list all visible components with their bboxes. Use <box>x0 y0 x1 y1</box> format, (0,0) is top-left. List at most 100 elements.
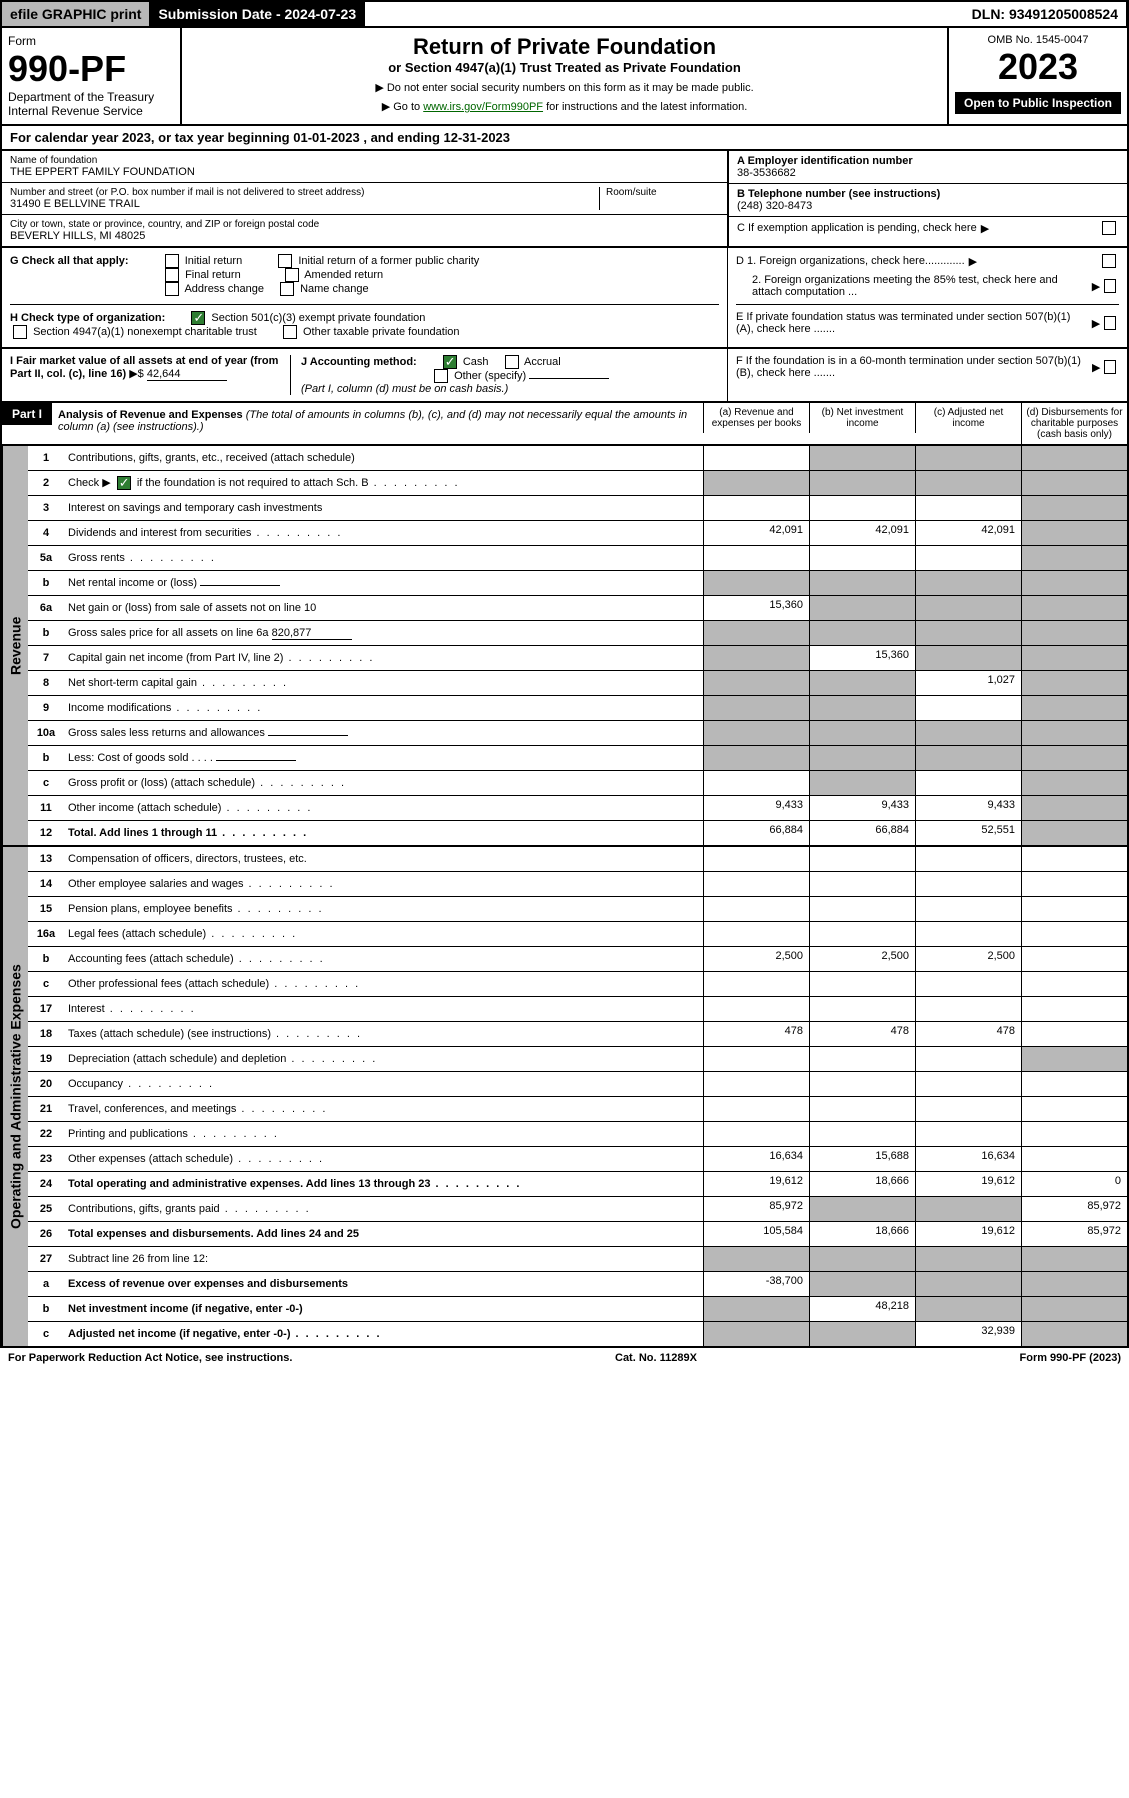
g-opt-amended: Amended return <box>304 269 383 281</box>
g-final-checkbox[interactable] <box>165 268 179 282</box>
form-label: Form <box>8 34 174 48</box>
line-num: 9 <box>28 699 64 717</box>
line-num: 3 <box>28 499 64 517</box>
g-initial-former-checkbox[interactable] <box>278 254 292 268</box>
cal-end: 12-31-2023 <box>444 130 511 145</box>
line-num: 10a <box>28 724 64 742</box>
c-checkbox[interactable] <box>1102 221 1116 235</box>
i-j-block: I Fair market value of all assets at end… <box>0 349 1129 403</box>
city-state-zip: BEVERLY HILLS, MI 48025 <box>10 230 719 242</box>
line6b-val: 820,877 <box>272 627 352 640</box>
col-d-header: (d) Disbursements for charitable purpose… <box>1021 403 1127 444</box>
val-cell: 66,884 <box>809 821 915 845</box>
line-num: 20 <box>28 1075 64 1093</box>
val-cell: 478 <box>809 1022 915 1046</box>
line-num: b <box>28 950 64 968</box>
line-desc: Accounting fees (attach schedule) <box>64 950 703 968</box>
line-num: 17 <box>28 1000 64 1018</box>
g-amended-checkbox[interactable] <box>285 268 299 282</box>
schb-checkbox[interactable] <box>117 476 131 490</box>
line-desc: Gross sales less returns and allowances <box>64 724 703 742</box>
line-desc: Total expenses and disbursements. Add li… <box>64 1225 703 1243</box>
line-num: b <box>28 1300 64 1318</box>
line-num: 26 <box>28 1225 64 1243</box>
e-checkbox[interactable] <box>1104 316 1116 330</box>
col-c-header: (c) Adjusted net income <box>915 403 1021 433</box>
line-desc: Total operating and administrative expen… <box>64 1175 703 1193</box>
addr-label: Number and street (or P.O. box number if… <box>10 187 599 198</box>
val-cell: 15,688 <box>809 1147 915 1171</box>
val-cell: 16,634 <box>915 1147 1021 1171</box>
tel-label: B Telephone number (see instructions) <box>737 188 1119 200</box>
j-cash-checkbox[interactable] <box>443 355 457 369</box>
line-num: 27 <box>28 1250 64 1268</box>
line-num: 1 <box>28 449 64 467</box>
line-desc: Legal fees (attach schedule) <box>64 925 703 943</box>
col-a-header: (a) Revenue and expenses per books <box>703 403 809 433</box>
form-number: 990-PF <box>8 48 174 90</box>
line-desc: Net gain or (loss) from sale of assets n… <box>64 599 703 617</box>
line-num: 25 <box>28 1200 64 1218</box>
h-501c3-checkbox[interactable] <box>191 311 205 325</box>
line-num: 5a <box>28 549 64 567</box>
top-bar: efile GRAPHIC print Submission Date - 20… <box>0 0 1129 28</box>
footer-right: Form 990-PF (2023) <box>1020 1352 1121 1364</box>
note-pre: ▶ Go to <box>382 101 423 113</box>
line-desc: Taxes (attach schedule) (see instruction… <box>64 1025 703 1043</box>
open-public-badge: Open to Public Inspection <box>955 92 1121 114</box>
line-num: 4 <box>28 524 64 542</box>
omb-number: OMB No. 1545-0047 <box>955 34 1121 46</box>
j-other-checkbox[interactable] <box>434 369 448 383</box>
d1-checkbox[interactable] <box>1102 254 1116 268</box>
g-opt-final: Final return <box>185 269 241 281</box>
line-desc: Excess of revenue over expenses and disb… <box>64 1275 703 1293</box>
line-desc: Check ▶ if the foundation is not require… <box>64 473 703 493</box>
val-cell: 15,360 <box>809 646 915 670</box>
g-initial-checkbox[interactable] <box>165 254 179 268</box>
expenses-table: Operating and Administrative Expenses 13… <box>0 847 1129 1348</box>
d2-checkbox[interactable] <box>1104 279 1116 293</box>
line-desc: Compensation of officers, directors, tru… <box>64 850 703 868</box>
line-num: 8 <box>28 674 64 692</box>
line-desc: Other expenses (attach schedule) <box>64 1150 703 1168</box>
ein-value: 38-3536682 <box>737 167 1119 179</box>
efile-button[interactable]: efile GRAPHIC print <box>2 2 150 26</box>
val-cell: 2,500 <box>703 947 809 971</box>
form-title: Return of Private Foundation <box>188 34 941 60</box>
f-checkbox[interactable] <box>1104 360 1116 374</box>
line-num: c <box>28 774 64 792</box>
line-desc: Interest <box>64 1000 703 1018</box>
form990pf-link[interactable]: www.irs.gov/Form990PF <box>423 101 543 113</box>
line-desc: Dividends and interest from securities <box>64 524 703 542</box>
h-other-checkbox[interactable] <box>283 325 297 339</box>
line-num: c <box>28 1325 64 1343</box>
g-opt-name: Name change <box>300 283 369 295</box>
line-desc: Net investment income (if negative, ente… <box>64 1300 703 1318</box>
line-num: 21 <box>28 1100 64 1118</box>
g-address-checkbox[interactable] <box>165 282 179 296</box>
line-num: 18 <box>28 1025 64 1043</box>
line-desc: Net short-term capital gain <box>64 674 703 692</box>
val-cell: 42,091 <box>703 521 809 545</box>
j-accrual-checkbox[interactable] <box>505 355 519 369</box>
line-desc: Gross sales price for all assets on line… <box>64 624 703 643</box>
h-4947-checkbox[interactable] <box>13 325 27 339</box>
note-ssn: ▶ Do not enter social security numbers o… <box>188 81 941 94</box>
line-num: 2 <box>28 474 64 492</box>
line-desc: Gross profit or (loss) (attach schedule) <box>64 774 703 792</box>
part1-badge: Part I <box>2 403 52 425</box>
part1-title: Analysis of Revenue and Expenses <box>58 409 243 421</box>
j-label: J Accounting method: <box>301 356 417 368</box>
d2-label: 2. Foreign organizations meeting the 85%… <box>736 274 1088 298</box>
h-opt-other: Other taxable private foundation <box>303 326 460 338</box>
val-cell: 66,884 <box>703 821 809 845</box>
line-desc: Other professional fees (attach schedule… <box>64 975 703 993</box>
val-cell: 18,666 <box>809 1222 915 1246</box>
line-num: 19 <box>28 1050 64 1068</box>
cal-mid: , and ending <box>360 130 444 145</box>
g-name-checkbox[interactable] <box>280 282 294 296</box>
j-cash-label: Cash <box>463 356 489 368</box>
g-h-block: G Check all that apply: Initial return I… <box>0 248 1129 349</box>
tel-value: (248) 320-8473 <box>737 200 1119 212</box>
submission-date: Submission Date - 2024-07-23 <box>150 2 365 26</box>
